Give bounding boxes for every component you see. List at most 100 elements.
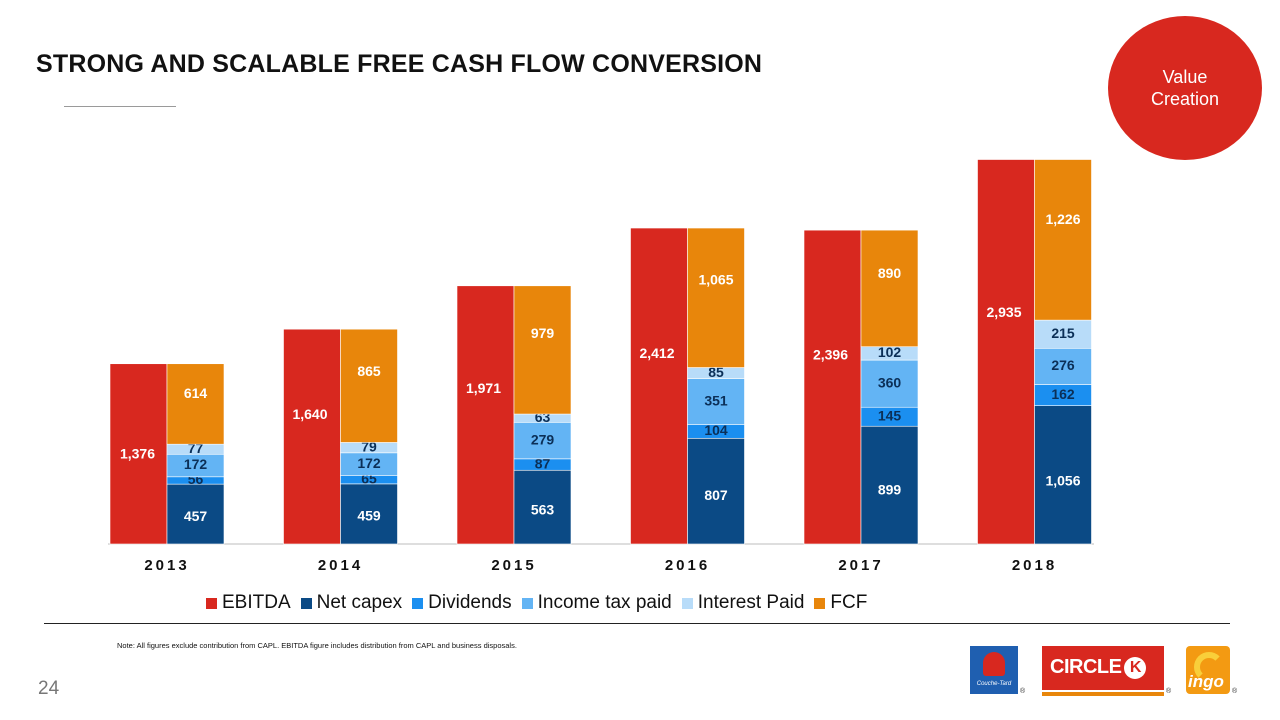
registered-mark: ® — [1166, 688, 1172, 695]
registered-mark: ® — [1232, 688, 1238, 695]
badge-line-1: Value — [1162, 67, 1208, 87]
stack-label: 807 — [704, 487, 728, 503]
stack-segment-fcf — [166, 363, 225, 445]
stack-label: 102 — [878, 344, 902, 360]
stack-label: 1,226 — [1045, 211, 1080, 227]
stack-segment-fcf — [513, 285, 572, 415]
stack-segment-income-tax-paid — [860, 359, 919, 408]
x-tick-label: 2015 — [491, 557, 536, 574]
legend-label: Dividends — [428, 592, 512, 613]
ebitda-label: 2,935 — [986, 304, 1021, 320]
ebitda-label: 1,376 — [120, 446, 155, 462]
ebitda-bar — [109, 363, 168, 545]
stack-segment-fcf — [860, 229, 919, 348]
ebitda-bar — [803, 229, 862, 545]
legend-label: Income tax paid — [537, 592, 672, 613]
stack-label: 279 — [531, 431, 555, 447]
stack-label: 457 — [184, 508, 208, 524]
legend-label: FCF — [830, 592, 868, 613]
stack-segment-net-capex — [1034, 405, 1092, 545]
stack-segment-income-tax-paid — [1034, 347, 1092, 385]
legend-swatch — [206, 597, 217, 609]
circle-k-stripe — [1042, 692, 1164, 696]
fcf-bar-chart: 1,376457561727761420131,6404596517279865… — [108, 159, 1094, 574]
stack-segment-fcf — [340, 328, 398, 443]
badge-text: Value Creation — [1108, 66, 1262, 110]
ebitda-label: 1,971 — [466, 380, 501, 396]
couche-tard-logo: Couche-Tard — [970, 646, 1018, 694]
stack-label: 215 — [1051, 325, 1075, 341]
stack-segment-interest-paid — [1034, 319, 1092, 349]
legend-swatch — [814, 597, 826, 609]
stack-label: 1,065 — [698, 272, 733, 288]
registered-mark: ® — [1020, 688, 1026, 695]
ingo-logo: ingo — [1186, 646, 1230, 694]
stack-label: 1,056 — [1045, 472, 1080, 488]
legend-label: Net capex — [316, 592, 403, 613]
stack-segment-net-capex — [860, 425, 919, 545]
ebitda-bar — [977, 159, 1035, 545]
stack-label: 276 — [1051, 357, 1075, 373]
x-tick-label: 2018 — [1012, 557, 1057, 574]
page-title: STRONG AND SCALABLE FREE CASH FLOW CONVE… — [36, 50, 763, 78]
stack-segment-fcf — [1034, 159, 1092, 321]
owl-icon — [983, 652, 1005, 676]
stack-label: 360 — [878, 374, 902, 390]
page-number: 24 — [38, 678, 60, 699]
stack-label: 865 — [357, 363, 381, 379]
stack-label: 979 — [531, 325, 555, 341]
stack-label: 890 — [878, 265, 902, 281]
stack-label: 899 — [878, 482, 902, 498]
ingo-arc-icon — [1194, 652, 1224, 682]
legend-swatch — [412, 597, 424, 609]
legend-label: Interest Paid — [697, 592, 805, 613]
stack-label: 614 — [184, 385, 208, 401]
ebitda-label: 2,396 — [813, 346, 848, 362]
legend-label: EBITDA — [222, 592, 291, 613]
x-tick-label: 2013 — [144, 557, 189, 574]
legend-item: Income tax paid — [521, 592, 672, 614]
stack-segment-net-capex — [166, 483, 225, 545]
legend-swatch — [521, 597, 533, 609]
stack-label: 459 — [357, 508, 381, 524]
footer-divider — [44, 623, 1230, 624]
circle-k-letter: K — [1124, 657, 1147, 679]
stack-segment-net-capex — [340, 483, 398, 545]
stack-segment-net-capex — [687, 437, 745, 545]
circle-k-logo: CIRCLE K — [1042, 646, 1164, 696]
value-creation-badge: Value Creation — [1108, 16, 1262, 160]
ingo-wordmark: ingo — [1188, 672, 1224, 691]
stack-segment-fcf — [687, 227, 745, 368]
legend-item: Interest Paid — [681, 592, 805, 614]
couche-tard-wordmark: Couche-Tard — [976, 681, 1012, 687]
legend-swatch — [300, 597, 312, 609]
legend-item: FCF — [814, 592, 867, 614]
stack-segment-income-tax-paid — [513, 422, 572, 460]
ebitda-label: 1,640 — [292, 406, 327, 422]
legend-item: Net capex — [300, 592, 403, 614]
x-tick-label: 2017 — [838, 557, 883, 574]
x-tick-label: 2016 — [665, 557, 710, 574]
ebitda-bar — [283, 328, 341, 545]
legend-swatch — [681, 597, 693, 609]
chart-legend: EBITDA Net capex Dividends Income tax paid I… — [206, 592, 877, 614]
footnote: Note: All figures exclude contribution f… — [117, 641, 517, 650]
stack-label: 87 — [535, 455, 551, 471]
stack-label: 351 — [704, 392, 728, 408]
badge-line-2: Creation — [1150, 89, 1220, 109]
circle-k-wordmark: CIRCLE K — [1050, 656, 1147, 679]
x-tick-label: 2014 — [318, 557, 363, 574]
ebitda-bar — [630, 227, 688, 545]
legend-item: EBITDA — [206, 592, 291, 614]
circle-k-word: CIRCLE — [1050, 656, 1122, 678]
stack-label: 563 — [531, 502, 555, 518]
ebitda-bar — [456, 285, 515, 545]
stack-label: 172 — [184, 456, 208, 472]
stack-label: 172 — [357, 455, 381, 471]
legend-item: Dividends — [412, 592, 512, 614]
stack-label: 145 — [878, 407, 902, 423]
title-divider — [64, 106, 176, 107]
stack-label: 162 — [1051, 386, 1075, 402]
stack-label: 104 — [704, 422, 728, 438]
ebitda-label: 2,412 — [639, 345, 674, 361]
